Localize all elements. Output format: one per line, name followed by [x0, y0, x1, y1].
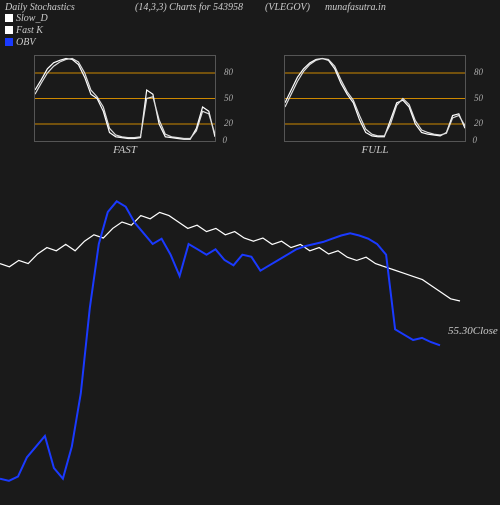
pane-title: FULL	[284, 144, 466, 156]
pane-wrapper: 2050800 FAST	[34, 55, 216, 156]
pane-title: FAST	[34, 144, 216, 156]
pane-svg	[285, 56, 465, 141]
pane-svg	[35, 56, 215, 141]
legend-item: OBV	[5, 36, 48, 48]
legend-label: Slow_D	[16, 13, 48, 24]
legend-item: Fast K	[5, 24, 48, 36]
legend-swatch	[5, 26, 13, 34]
title-right: munafasutra.in	[325, 2, 495, 13]
legend: Slow_DFast KOBV	[5, 12, 48, 48]
main-chart: 55.30Close	[0, 180, 500, 500]
stochastic-pane: 2050800	[284, 55, 466, 142]
legend-swatch	[5, 38, 13, 46]
main-chart-svg	[0, 180, 500, 500]
axis-tick-label: 80	[474, 67, 483, 77]
title-mid: (14,3,3) Charts for 543958	[135, 2, 265, 13]
legend-label: OBV	[16, 37, 35, 48]
legend-label: Fast K	[16, 25, 43, 36]
axis-tick-label: 20	[224, 118, 233, 128]
title-sym: (VLEGOV)	[265, 2, 325, 13]
close-label: 55.30Close	[448, 325, 498, 337]
axis-tick-label: 50	[474, 93, 483, 103]
axis-tick-label: 0	[223, 135, 228, 145]
legend-swatch	[5, 14, 13, 22]
pane-wrapper: 2050800 FULL	[284, 55, 466, 156]
obv-line	[0, 201, 440, 481]
header: Daily Stochastics (14,3,3) Charts for 54…	[0, 0, 500, 15]
top-panes-container: 2050800FAST2050800FULL	[0, 55, 500, 156]
legend-item: Slow_D	[5, 12, 48, 24]
stochastic-pane: 2050800	[34, 55, 216, 142]
axis-tick-label: 80	[224, 67, 233, 77]
axis-tick-label: 0	[473, 135, 478, 145]
axis-tick-label: 20	[474, 118, 483, 128]
axis-tick-label: 50	[224, 93, 233, 103]
